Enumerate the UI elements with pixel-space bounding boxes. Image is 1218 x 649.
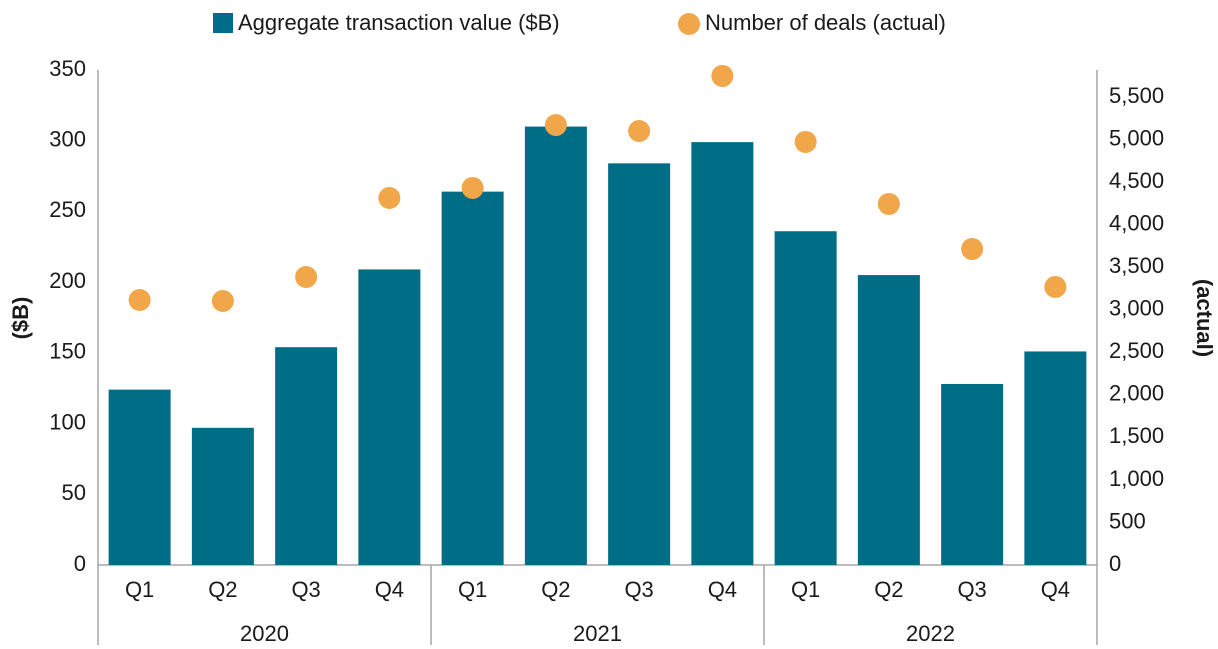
y2-tick-label: 3,000 [1109, 296, 1164, 321]
deal-dot [461, 176, 484, 199]
bar [524, 126, 587, 566]
y2-tick-label: 2,000 [1109, 381, 1164, 406]
x-tick-label: Q3 [957, 577, 986, 602]
bar [691, 142, 754, 565]
x-tick-label: Q2 [541, 577, 570, 602]
y-axis-title: ($B) [8, 297, 33, 340]
deal-dot [794, 130, 817, 153]
bar [941, 383, 1004, 565]
deal-dot [544, 114, 567, 137]
y-tick-label: 200 [49, 268, 86, 293]
x-tick-label: Q2 [208, 577, 237, 602]
x-tick-label: Q3 [624, 577, 653, 602]
y-tick-label: 100 [49, 409, 86, 434]
group-label: 2021 [573, 621, 622, 646]
y-tick-label: 300 [49, 127, 86, 152]
deal-dot [961, 238, 984, 261]
y-tick-label: 50 [62, 480, 86, 505]
x-tick-label: Q4 [708, 577, 737, 602]
x-tick-label: Q4 [1041, 577, 1070, 602]
deal-dot [877, 192, 900, 215]
y2-tick-label: 5,000 [1109, 126, 1164, 151]
bar [108, 389, 171, 565]
group-label: 2020 [240, 621, 289, 646]
y2-tick-label: 500 [1109, 508, 1146, 533]
y2-tick-label: 3,500 [1109, 253, 1164, 278]
y2-tick-label: 1,000 [1109, 466, 1164, 491]
bar [191, 427, 254, 565]
group-label: 2022 [906, 621, 955, 646]
x-tick-label: Q2 [874, 577, 903, 602]
x-tick-label: Q1 [125, 577, 154, 602]
bar [1024, 351, 1087, 565]
bar [358, 269, 421, 565]
legend-swatch [678, 13, 700, 35]
bar [608, 163, 671, 566]
y2-tick-label: 0 [1109, 551, 1121, 576]
y2-tick-label: 4,500 [1109, 168, 1164, 193]
x-tick-label: Q1 [458, 577, 487, 602]
legend-label: Number of deals (actual) [705, 10, 946, 35]
y-tick-label: 350 [49, 56, 86, 81]
deal-dot [211, 290, 234, 312]
y-tick-label: 150 [49, 339, 86, 364]
deal-dot [295, 266, 318, 289]
bar [774, 231, 837, 565]
y-tick-label: 0 [74, 551, 86, 576]
x-tick-label: Q3 [291, 577, 320, 602]
bar [275, 347, 338, 565]
x-tick-label: Q1 [791, 577, 820, 602]
y-tick-label: 250 [49, 197, 86, 222]
legend-label: Aggregate transaction value ($B) [238, 10, 560, 35]
deal-dot [628, 119, 651, 142]
bar [857, 275, 920, 565]
deal-dot [1044, 275, 1067, 298]
y2-tick-label: 5,500 [1109, 83, 1164, 108]
deal-dot [378, 187, 401, 210]
x-tick-label: Q4 [375, 577, 404, 602]
y2-tick-label: 4,000 [1109, 211, 1164, 236]
legend-swatch [213, 13, 233, 33]
y2-tick-label: 1,500 [1109, 423, 1164, 448]
bar [441, 191, 504, 565]
y2-axis-title: (actual) [1192, 279, 1217, 357]
y2-tick-label: 2,500 [1109, 338, 1164, 363]
deal-dot [128, 288, 151, 311]
deal-dot [711, 64, 734, 87]
